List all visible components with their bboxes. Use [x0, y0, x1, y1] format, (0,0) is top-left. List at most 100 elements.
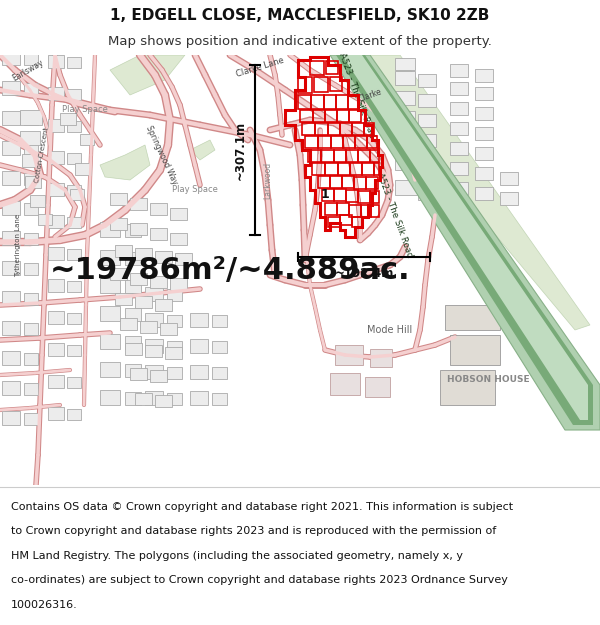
Polygon shape: [330, 55, 600, 430]
Bar: [100, 250, 120, 265]
Polygon shape: [110, 55, 185, 95]
Bar: [67, 313, 81, 324]
Bar: [150, 370, 167, 382]
Bar: [100, 278, 120, 293]
Bar: [48, 215, 64, 228]
Bar: [67, 281, 81, 292]
Bar: [67, 409, 81, 420]
Bar: [125, 364, 141, 377]
Bar: [170, 208, 187, 220]
Bar: [48, 279, 64, 292]
Bar: [450, 64, 468, 77]
Bar: [190, 391, 208, 405]
Bar: [305, 136, 318, 148]
Bar: [48, 151, 64, 164]
Bar: [2, 51, 20, 65]
Bar: [418, 74, 436, 87]
Bar: [358, 150, 370, 162]
Bar: [450, 122, 468, 135]
Bar: [450, 162, 468, 175]
Bar: [212, 367, 227, 379]
Bar: [48, 407, 64, 420]
Bar: [190, 339, 208, 353]
Bar: [130, 273, 147, 285]
Bar: [340, 123, 352, 135]
Bar: [150, 203, 167, 215]
Bar: [135, 248, 152, 260]
Bar: [318, 176, 330, 188]
Text: Tytherington Lane: Tytherington Lane: [15, 213, 21, 276]
Bar: [67, 377, 81, 388]
Bar: [346, 190, 358, 202]
Polygon shape: [342, 55, 588, 420]
Bar: [2, 381, 20, 395]
Bar: [20, 110, 42, 125]
Text: 1, EDGELL CLOSE, MACCLESFIELD, SK10 2ZB: 1, EDGELL CLOSE, MACCLESFIELD, SK10 2ZB: [110, 8, 490, 23]
Bar: [38, 214, 52, 225]
Bar: [322, 189, 334, 201]
Bar: [24, 263, 38, 275]
Bar: [450, 142, 468, 155]
Bar: [212, 341, 227, 353]
Bar: [125, 392, 141, 405]
Text: A523 - The Silk Road: A523 - The Silk Road: [337, 51, 377, 139]
Bar: [48, 343, 64, 356]
Bar: [337, 110, 349, 122]
Bar: [167, 315, 182, 327]
Bar: [358, 191, 370, 203]
Bar: [475, 127, 493, 140]
Bar: [330, 77, 342, 91]
Bar: [395, 111, 415, 125]
Text: Cotton Crescent: Cotton Crescent: [34, 127, 50, 183]
Polygon shape: [336, 55, 593, 425]
Bar: [80, 134, 94, 145]
Bar: [110, 268, 127, 280]
Bar: [110, 218, 127, 230]
Bar: [418, 134, 436, 147]
Bar: [349, 205, 361, 217]
Bar: [25, 176, 41, 188]
Text: Springwood Way: Springwood Way: [145, 124, 179, 186]
Text: 100026316.: 100026316.: [11, 600, 77, 610]
Bar: [48, 183, 64, 196]
Bar: [145, 365, 163, 379]
Bar: [362, 163, 374, 175]
Bar: [24, 203, 38, 215]
Bar: [70, 189, 84, 200]
Bar: [313, 110, 325, 122]
Bar: [140, 321, 157, 333]
Bar: [331, 136, 343, 148]
Bar: [346, 150, 358, 162]
Bar: [336, 95, 348, 109]
Bar: [395, 71, 415, 85]
Bar: [450, 82, 468, 95]
Bar: [354, 177, 366, 189]
Bar: [24, 53, 38, 65]
Bar: [328, 123, 340, 135]
Bar: [298, 95, 311, 109]
Bar: [361, 205, 371, 217]
Bar: [100, 390, 120, 405]
Bar: [120, 318, 137, 330]
Bar: [321, 150, 334, 162]
Bar: [167, 393, 182, 405]
Bar: [145, 345, 162, 357]
Text: HM Land Registry. The polygons (including the associated geometry, namely x, y: HM Land Registry. The polygons (includin…: [11, 551, 463, 561]
Bar: [418, 94, 436, 107]
Bar: [371, 205, 379, 217]
Text: A523 - The Silk Road: A523 - The Silk Road: [376, 171, 415, 259]
Bar: [170, 278, 187, 290]
Bar: [48, 375, 64, 388]
Text: Mode Hill: Mode Hill: [367, 325, 413, 335]
Bar: [2, 201, 20, 215]
Bar: [475, 69, 493, 82]
Bar: [311, 95, 324, 109]
Text: Contains OS data © Crown copyright and database right 2021. This information is : Contains OS data © Crown copyright and d…: [11, 502, 513, 512]
Bar: [125, 280, 141, 293]
Bar: [145, 287, 163, 301]
Bar: [366, 177, 378, 189]
Bar: [334, 150, 346, 162]
Bar: [130, 198, 147, 210]
Text: HOBSON HOUSE: HOBSON HOUSE: [446, 376, 529, 384]
Bar: [167, 341, 182, 353]
